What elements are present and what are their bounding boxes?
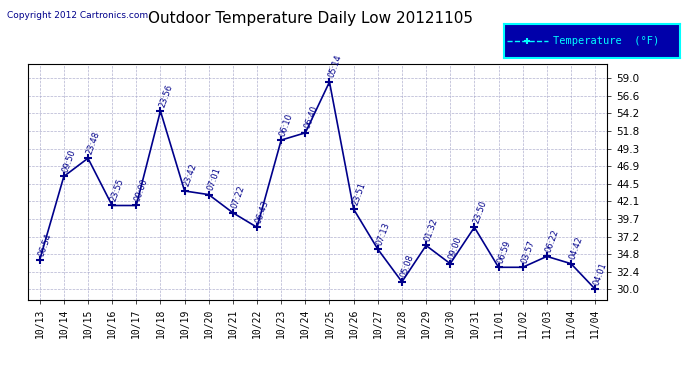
- Text: 07:22: 07:22: [230, 184, 246, 210]
- Text: 23:48: 23:48: [85, 130, 101, 156]
- Text: Copyright 2012 Cartronics.com: Copyright 2012 Cartronics.com: [7, 11, 148, 20]
- Text: 06:59: 06:59: [495, 239, 512, 264]
- Text: 06:40: 06:40: [302, 105, 319, 130]
- Text: Temperature  (°F): Temperature (°F): [553, 36, 659, 46]
- Text: 01:32: 01:32: [423, 217, 440, 243]
- Text: 23:55: 23:55: [109, 177, 126, 203]
- Text: 05:14: 05:14: [326, 54, 343, 79]
- Text: 23:51: 23:51: [351, 181, 367, 206]
- Text: 06:54: 06:54: [37, 232, 53, 257]
- Text: 23:50: 23:50: [471, 199, 488, 225]
- Text: 23:42: 23:42: [181, 163, 198, 188]
- Text: 09:50: 09:50: [61, 148, 77, 174]
- Text: 23:56: 23:56: [157, 82, 174, 108]
- Text: 07:13: 07:13: [375, 221, 391, 246]
- Text: Outdoor Temperature Daily Low 20121105: Outdoor Temperature Daily Low 20121105: [148, 11, 473, 26]
- Text: 03:57: 03:57: [520, 239, 536, 264]
- Text: 00:00: 00:00: [133, 177, 150, 203]
- Text: 06:10: 06:10: [278, 112, 295, 137]
- Text: 06:43: 06:43: [254, 199, 270, 225]
- Text: 05:08: 05:08: [399, 254, 415, 279]
- Text: 07:01: 07:01: [206, 166, 222, 192]
- Text: 04:01: 04:01: [592, 261, 609, 286]
- Text: 06:22: 06:22: [544, 228, 560, 254]
- Text: 09:00: 09:00: [447, 236, 464, 261]
- Text: 04:42: 04:42: [568, 236, 584, 261]
